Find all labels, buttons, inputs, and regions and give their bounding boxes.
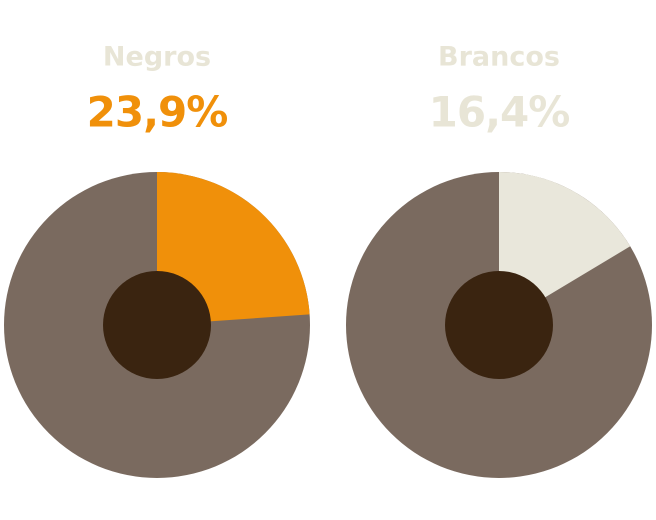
donut-hole [445, 271, 553, 379]
value-label: 16,4% [429, 88, 570, 137]
pie-slice [157, 172, 310, 325]
chart-title: Negros [103, 42, 211, 73]
value-label: 23,9% [87, 88, 228, 137]
chart-title: Brancos [438, 42, 560, 73]
donut-hole [103, 271, 211, 379]
